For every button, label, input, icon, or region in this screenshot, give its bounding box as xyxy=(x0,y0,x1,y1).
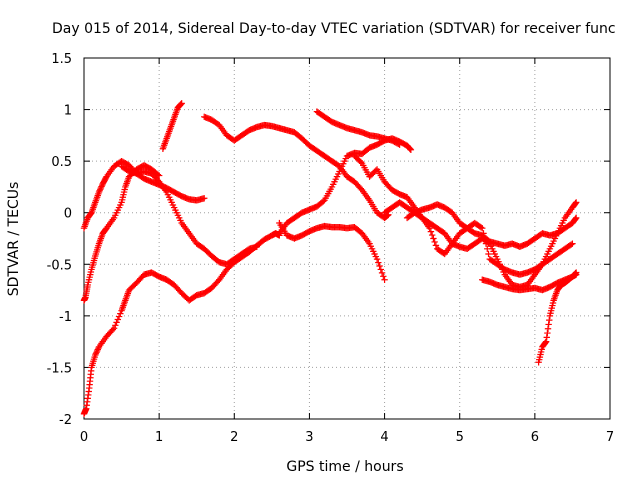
x-tick-label: 1 xyxy=(155,430,163,445)
data-point xyxy=(544,329,551,337)
y-tick-label: 1 xyxy=(64,104,72,119)
data-point xyxy=(572,270,579,277)
data-point xyxy=(155,172,163,179)
data-point xyxy=(253,243,261,250)
data-point xyxy=(544,325,552,332)
data-point xyxy=(572,199,580,206)
data-point xyxy=(546,316,553,324)
data-point xyxy=(407,145,414,153)
data-point xyxy=(543,334,550,341)
y-tick-label: 0.5 xyxy=(51,155,72,170)
data-point xyxy=(479,224,486,232)
series-arc-1 xyxy=(80,157,208,232)
data-point xyxy=(380,273,387,280)
data-point xyxy=(112,322,119,329)
data-point xyxy=(114,316,122,323)
y-tick-labels: -2 -1.5 -1 -0.5 0 0.5 1 1.5 xyxy=(47,52,72,428)
series-arc-2 xyxy=(80,162,163,304)
data-point xyxy=(97,184,105,192)
data-point xyxy=(569,240,576,247)
data-point xyxy=(381,276,388,283)
series-arc-9 xyxy=(313,108,403,148)
data-point xyxy=(542,339,549,346)
data-point xyxy=(485,250,492,258)
data-point xyxy=(395,140,402,148)
data-point xyxy=(115,313,123,320)
data-point xyxy=(109,326,117,333)
y-tick-label: 1.5 xyxy=(51,52,72,67)
data-point xyxy=(96,187,103,194)
series-arc-8 xyxy=(276,135,415,237)
data-point xyxy=(378,269,386,277)
series-arc-4 xyxy=(118,163,261,268)
data-point xyxy=(477,224,485,231)
series-arc-6 xyxy=(201,113,392,222)
data-markers xyxy=(80,100,580,418)
data-point xyxy=(428,231,436,239)
data-point xyxy=(542,338,550,345)
data-point xyxy=(406,145,413,152)
x-tick-label: 0 xyxy=(80,430,88,445)
data-point xyxy=(94,346,101,353)
data-point xyxy=(567,241,575,248)
data-point xyxy=(572,269,580,276)
data-point xyxy=(545,321,552,328)
y-axis-label: SDTVAR / TECUs xyxy=(6,182,22,297)
x-tick-label: 6 xyxy=(531,430,539,445)
x-tick-label: 7 xyxy=(606,430,614,445)
data-point xyxy=(432,242,440,249)
data-point xyxy=(572,200,579,207)
data-point xyxy=(201,195,208,202)
data-point xyxy=(117,310,124,317)
x-tick-label: 4 xyxy=(380,430,388,445)
data-point xyxy=(431,238,438,246)
series-arc-14 xyxy=(535,269,580,366)
data-point xyxy=(98,183,105,190)
data-point xyxy=(376,262,383,270)
axis-ticks xyxy=(83,57,611,420)
data-point xyxy=(113,319,120,326)
data-point xyxy=(427,228,435,235)
data-point xyxy=(396,141,403,148)
y-tick-label: -1.5 xyxy=(47,361,72,376)
x-tick-labels: 0 1 2 3 4 5 6 7 xyxy=(80,430,614,445)
data-point xyxy=(430,235,437,242)
data-point xyxy=(357,158,364,166)
data-point xyxy=(373,255,381,263)
data-point xyxy=(572,215,579,222)
series-arc-5 xyxy=(159,100,185,152)
data-point xyxy=(178,100,185,107)
data-point xyxy=(92,351,99,359)
data-point xyxy=(377,266,385,273)
data-point xyxy=(93,349,100,356)
y-tick-label: -1 xyxy=(59,310,72,325)
data-point xyxy=(177,100,185,108)
data-point xyxy=(572,214,580,222)
data-point xyxy=(177,101,184,108)
plot-frame xyxy=(83,57,611,420)
data-point xyxy=(92,350,100,357)
series-arc-12 xyxy=(403,201,580,250)
data-point xyxy=(407,146,415,153)
series-arc-7 xyxy=(276,219,388,283)
x-tick-label: 3 xyxy=(305,430,313,445)
data-point xyxy=(571,270,579,278)
x-axis-label: GPS time / hours xyxy=(286,459,403,475)
y-tick-label: -2 xyxy=(59,413,72,428)
x-tick-label: 5 xyxy=(456,430,464,445)
y-tick-label: 0 xyxy=(64,207,72,222)
chart-title: Day 015 of 2014, Sidereal Day-to-day VTE… xyxy=(52,21,616,37)
data-point xyxy=(110,325,118,332)
data-point xyxy=(375,259,382,266)
data-point xyxy=(320,198,327,205)
x-tick-label: 2 xyxy=(230,430,238,445)
y-tick-label: -0.5 xyxy=(47,258,72,273)
data-point xyxy=(95,188,103,196)
data-point xyxy=(97,186,104,193)
series-arc-3 xyxy=(80,230,283,418)
data-point xyxy=(93,347,101,355)
